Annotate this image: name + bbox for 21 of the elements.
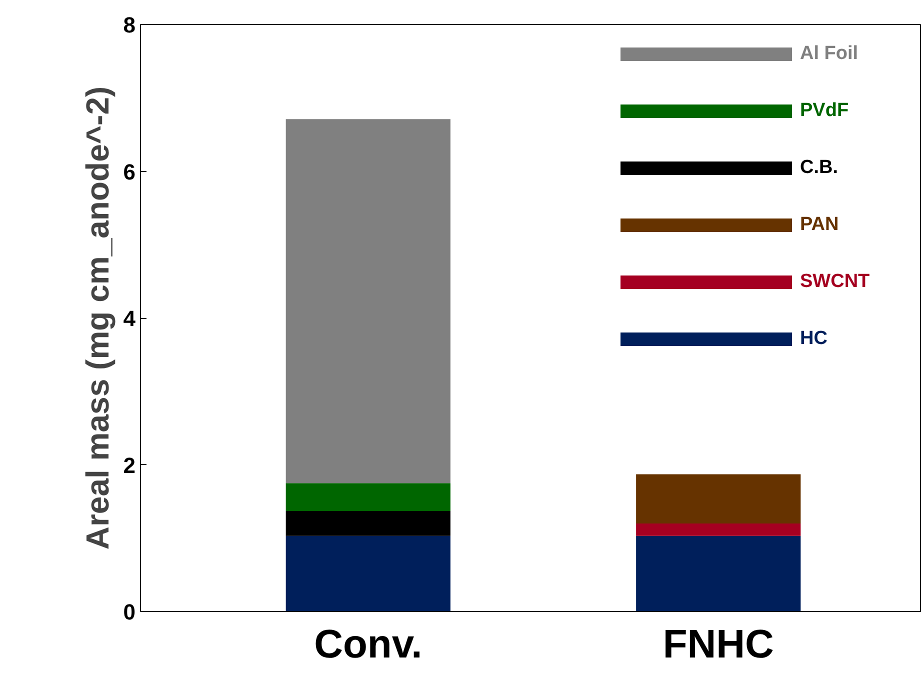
bar [636, 474, 801, 524]
text: PVdF [800, 100, 849, 122]
y-tick-label: 8 [123, 12, 136, 38]
x-tick-label: FNHC [662, 622, 774, 666]
y-tick-label: 6 [123, 159, 136, 184]
text: SWCNT [800, 271, 870, 293]
bar [286, 483, 450, 511]
text: PAN [800, 214, 839, 236]
bar [636, 523, 801, 536]
text: Al Foil [800, 43, 858, 65]
y-tick-label: 0 [123, 600, 136, 624]
x-tick-label: Conv. [314, 622, 422, 666]
bar [286, 536, 450, 612]
bar [286, 119, 450, 484]
bar [636, 536, 801, 612]
text: C.B. [800, 157, 838, 179]
text: HC [800, 328, 828, 350]
y-tick-label: 4 [123, 306, 136, 331]
y-tick-label: 2 [123, 452, 136, 478]
bar [286, 510, 450, 536]
y-axis-title: Areal mass (mg cm_anode^-2) [79, 86, 116, 550]
